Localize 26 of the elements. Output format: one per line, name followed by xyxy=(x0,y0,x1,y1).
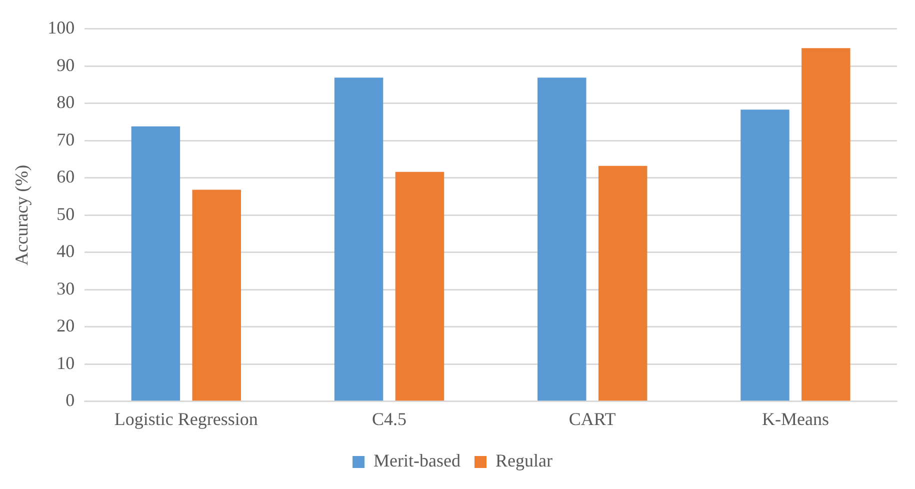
x-tick-label: CART xyxy=(568,408,616,429)
y-tick-label: 30 xyxy=(56,278,75,298)
y-tick-label: 80 xyxy=(56,92,75,112)
y-axis-title: Accuracy (%) xyxy=(12,164,32,266)
legend-label: Merit-based xyxy=(374,450,460,471)
y-tick-label: 0 xyxy=(66,390,75,410)
legend-label: Regular xyxy=(495,450,552,471)
x-tick-label: C4.5 xyxy=(372,408,407,429)
bar xyxy=(598,166,648,401)
y-tick-label: 10 xyxy=(56,352,75,373)
bar xyxy=(192,190,241,401)
y-tick-label: 60 xyxy=(56,166,75,187)
x-tick-label: Logistic Regression xyxy=(114,408,258,429)
y-tick-label: 90 xyxy=(56,54,75,75)
bar xyxy=(334,78,384,401)
bar xyxy=(131,126,180,401)
x-tick-label: K-Means xyxy=(762,408,829,429)
bar xyxy=(538,78,586,401)
bar xyxy=(395,172,444,401)
y-tick-label: 50 xyxy=(56,204,75,224)
bar xyxy=(740,110,790,401)
y-tick-label: 100 xyxy=(48,18,75,38)
y-tick-label: 40 xyxy=(56,241,75,262)
bar xyxy=(802,48,850,401)
y-tick-label: 70 xyxy=(56,129,75,150)
y-tick-label: 20 xyxy=(56,316,75,336)
